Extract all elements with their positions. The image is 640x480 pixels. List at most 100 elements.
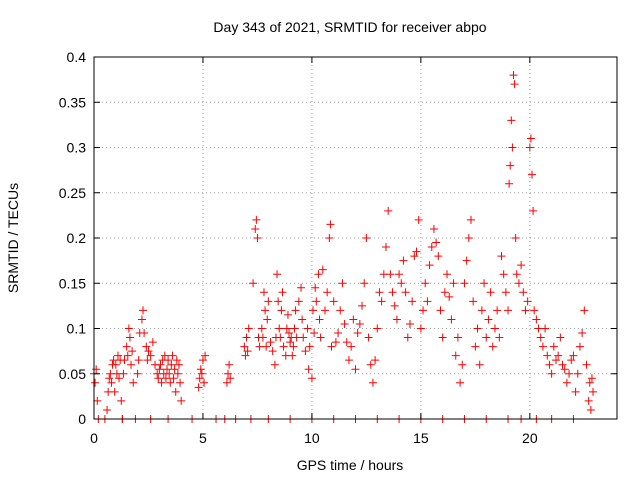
data-point [482,333,491,342]
data-point [275,324,284,333]
data-point [440,288,449,297]
data-point [471,342,480,351]
data-point [170,365,179,374]
data-point [318,265,327,274]
data-point [353,329,362,338]
y-tick-label: 0.1 [67,321,87,337]
y-tick-label: 0.25 [59,185,86,201]
y-tick-label: 0 [78,411,86,427]
data-point [226,374,235,383]
data-point [434,252,443,261]
data-point [128,347,137,356]
data-point [262,342,271,351]
data-point [536,333,545,342]
data-point [303,324,312,333]
data-point [586,405,595,414]
data-point [549,342,558,351]
data-point [201,351,210,360]
data-point [163,365,172,374]
y-tick-label: 0.15 [59,275,86,291]
data-point [133,369,142,378]
data-point [464,234,473,242]
data-point [117,396,126,405]
data-point [358,301,367,310]
data-point [556,333,565,342]
data-point [110,387,119,396]
data-point [488,342,497,351]
data-point [460,279,469,288]
grid-lines [94,57,617,419]
data-point [243,347,252,356]
data-point [425,261,434,270]
data-point [139,306,148,315]
data-point [573,369,582,378]
data-point [196,365,205,374]
data-point [528,170,537,179]
data-point [382,243,391,252]
data-point [261,306,270,315]
data-point [405,319,414,328]
data-point [377,297,386,306]
data-point [344,356,353,365]
data-point [92,365,101,374]
data-point [443,270,452,279]
data-point [364,333,373,342]
x-axis-label: GPS time / hours [297,457,404,473]
data-point [142,342,151,351]
data-point [242,333,251,342]
data-point [309,306,318,315]
data-point [115,374,124,383]
data-point [497,252,506,261]
data-point [169,374,178,383]
data-point [384,206,393,215]
data-point [174,360,183,369]
data-point [521,306,530,315]
data-point [294,297,303,306]
data-point [140,329,149,338]
data-point [543,351,552,360]
data-point [340,319,349,328]
data-point [297,283,306,292]
data-point [225,360,234,369]
data-point [197,369,206,378]
data-point [571,387,580,396]
y-tick-label: 0.35 [59,94,86,110]
data-point [312,297,321,306]
data-point [314,270,323,279]
data-point [336,306,345,315]
data-point [580,306,589,315]
data-point [93,396,102,405]
data-point [480,279,489,288]
data-point [403,333,412,342]
data-point [119,369,128,378]
data-point [289,342,298,351]
data-point [200,378,209,387]
data-point [560,365,569,374]
data-point [103,405,112,414]
data-point [251,224,260,233]
data-point [421,279,430,288]
data-point [447,315,456,324]
y-tick-label: 0.3 [67,140,87,156]
data-point [506,161,515,170]
data-point [176,378,185,387]
data-point [166,378,175,387]
data-point [198,356,207,365]
data-point [286,338,295,347]
data-point [510,80,519,89]
data-point [111,360,120,369]
data-point [168,351,177,360]
data-point [495,333,504,342]
data-point [113,351,122,360]
data-point [554,351,563,360]
data-point [419,306,428,315]
data-point [477,306,486,315]
data-point [530,306,539,315]
data-point [499,270,508,279]
data-point [266,338,275,347]
data-point [416,324,425,333]
data-point [453,333,462,342]
data-point [194,383,203,392]
data-point [160,351,169,360]
data-point [362,234,371,242]
